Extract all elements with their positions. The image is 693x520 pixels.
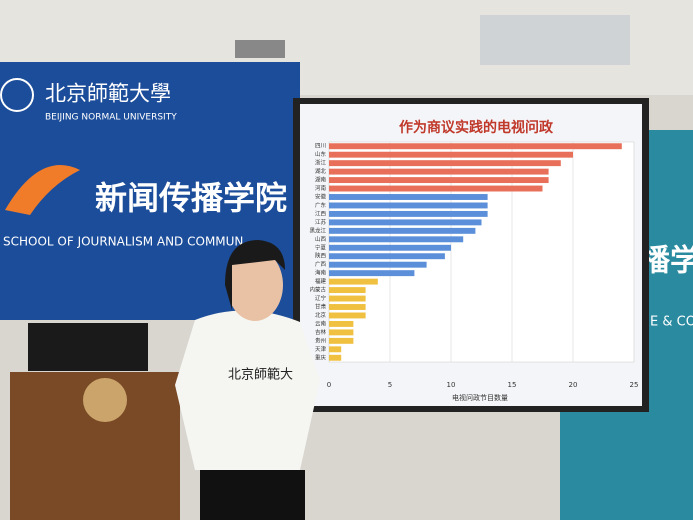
bar: [329, 210, 488, 217]
bar: [329, 185, 543, 192]
plot-area: [328, 141, 635, 363]
bar: [329, 236, 464, 243]
y-tick-label: 广东: [315, 201, 327, 209]
bar: [329, 295, 366, 302]
logo: [0, 78, 34, 112]
bar: [329, 278, 378, 285]
chart: 作为商议实践的电视问政 电视问政节目数量 0 5 10 15 20 25 四川山东浙江湖北湖…: [309, 119, 638, 402]
x-tick-label: 0: [327, 381, 331, 389]
bar: [329, 261, 427, 268]
y-tick-label: 江西: [315, 210, 327, 217]
y-tick-label: 海南: [315, 269, 327, 277]
y-tick-label: 内蒙古: [309, 286, 326, 294]
y-tick-label: 河南: [315, 184, 327, 192]
shirt-text: 北京師範大: [228, 368, 293, 383]
bar: [329, 143, 622, 150]
y-tick-label: 贵州: [315, 336, 326, 344]
x-tick-label: 25: [630, 381, 639, 389]
chart-title: 作为商议实践的电视问政: [399, 119, 554, 136]
bar: [329, 219, 482, 226]
swoosh: [5, 165, 80, 215]
bar: [329, 244, 451, 251]
y-tick-label: 江苏: [315, 218, 327, 226]
bar: [329, 304, 366, 310]
y-tick-label: 山西: [315, 235, 327, 243]
bar: [329, 151, 573, 158]
bar: [329, 346, 342, 353]
bar: [329, 329, 354, 336]
y-tick-label: 重庆: [315, 353, 327, 361]
x-axis-label: 电视问政节目数量: [452, 393, 508, 402]
x-tick-label: 10: [447, 381, 456, 389]
bar: [329, 194, 488, 200]
bar: [329, 227, 476, 234]
light: [480, 15, 630, 65]
y-tick-label: 广西: [315, 260, 327, 268]
school-cn: 新闻传播学院: [95, 179, 287, 217]
podium-logo: [83, 378, 127, 422]
y-tick-label: 福建: [315, 277, 327, 285]
y-tick-label: 北京: [315, 311, 327, 319]
x-tick-label: 15: [508, 381, 517, 389]
bar: [329, 168, 549, 175]
y-tick-label: 安徽: [315, 193, 327, 201]
y-tick-label: 山东: [315, 150, 327, 158]
y-tick-label: 湖北: [315, 167, 327, 175]
bar: [329, 337, 354, 344]
university-cn: 北京師範大學: [45, 82, 171, 106]
bar: [329, 287, 366, 294]
y-tick-label: 四川: [315, 143, 326, 150]
bar: [329, 270, 415, 277]
right-en: E & CO: [650, 315, 693, 330]
y-tick-label: 甘肃: [315, 303, 327, 311]
y-tick-label: 吉林: [315, 328, 327, 336]
shirt: [175, 310, 320, 470]
hair: [225, 240, 285, 310]
face: [227, 249, 283, 321]
y-tick-label: 湖南: [315, 176, 327, 184]
bar: [329, 253, 445, 260]
bar: [329, 320, 354, 327]
y-tick-label: 宁夏: [315, 243, 327, 251]
bar: [329, 312, 366, 319]
bar: [329, 354, 342, 361]
trousers: [200, 470, 305, 520]
y-tick-label: 云南: [315, 319, 327, 327]
y-tick-label: 陕西: [315, 252, 327, 260]
school-en: SCHOOL OF JOURNALISM AND COMMUN: [3, 235, 243, 249]
y-tick-label: 黑龙江: [309, 226, 326, 234]
x-tick-label: 5: [388, 381, 392, 389]
y-tick-label: 辽宁: [315, 294, 327, 302]
vent: [235, 40, 285, 58]
bar: [329, 177, 549, 184]
laptop: [28, 323, 148, 371]
y-tick-label: 浙江: [315, 159, 327, 167]
university-en: BEIJING NORMAL UNIVERSITY: [45, 113, 177, 123]
y-tick-label: 天津: [315, 346, 327, 353]
bar: [329, 202, 488, 209]
x-tick-label: 20: [569, 381, 578, 389]
bar: [329, 160, 561, 167]
